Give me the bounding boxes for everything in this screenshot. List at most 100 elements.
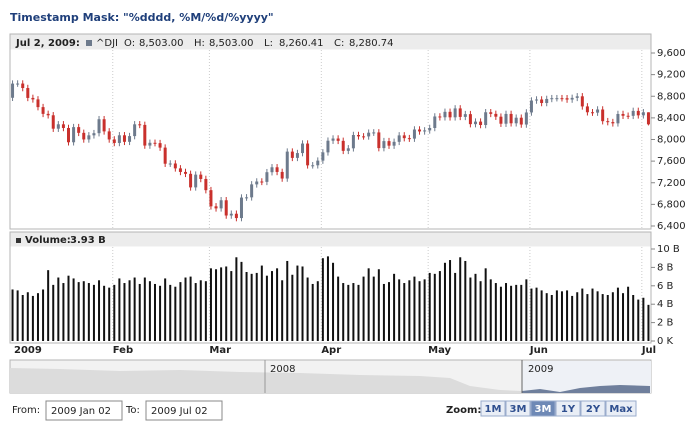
volume-bar	[31, 295, 34, 341]
volume-bar	[47, 270, 50, 341]
candle-body	[616, 113, 620, 124]
volume-bar	[408, 280, 411, 341]
volume-bar	[616, 287, 619, 341]
candle-body	[560, 98, 564, 100]
candle-body	[51, 115, 55, 129]
from-label: From:	[12, 405, 40, 416]
header-field-label: O:	[124, 38, 135, 49]
candle-body	[529, 100, 533, 113]
candle-body	[356, 135, 360, 137]
candle-body	[255, 181, 259, 185]
candle-body	[122, 135, 126, 142]
volume-bar	[321, 258, 324, 341]
volume-bar	[159, 285, 162, 341]
volume-tick-label: 0 K	[657, 336, 674, 347]
candle-body	[229, 213, 233, 216]
volume-bar	[281, 280, 284, 341]
to-input[interactable]	[145, 400, 223, 421]
volume-bar	[77, 282, 80, 341]
zoom-button[interactable]	[530, 400, 556, 417]
header-field-label: C:	[334, 38, 344, 49]
volume-bar	[443, 262, 446, 341]
y-tick-label: 7,600	[657, 156, 686, 167]
candle-body	[443, 111, 447, 118]
volume-bar	[403, 283, 406, 341]
candle-body	[72, 127, 76, 143]
volume-bar	[642, 297, 645, 341]
volume-bar	[87, 283, 90, 341]
candle-body	[448, 111, 452, 118]
candle-body	[570, 97, 574, 100]
volume-bar	[510, 285, 513, 341]
volume-bar	[494, 283, 497, 341]
zoom-button[interactable]	[505, 400, 531, 417]
volume-bar	[276, 268, 279, 341]
candle-body	[290, 151, 294, 158]
candle-body	[31, 97, 35, 100]
volume-bar	[92, 284, 95, 341]
zoom-button[interactable]	[580, 400, 606, 417]
volume-bar	[36, 293, 39, 341]
candle-body	[646, 112, 650, 125]
volume-bar	[530, 288, 533, 341]
zoom-button-label: 3M	[535, 404, 552, 415]
candle-body	[484, 112, 488, 126]
volume-bar	[311, 283, 314, 341]
volume-bar	[270, 271, 273, 341]
volume-bar	[164, 278, 167, 341]
series-name: ^DJI	[96, 38, 118, 49]
candle-body	[326, 140, 330, 153]
volume-bar	[647, 304, 650, 341]
zoom-button[interactable]	[555, 400, 581, 417]
volume-bar	[123, 283, 126, 341]
candle-body	[214, 206, 218, 209]
candle-body	[46, 113, 50, 116]
volume-frame	[9, 231, 652, 344]
volume-bar	[250, 273, 253, 341]
volume-bar	[581, 288, 584, 341]
zoom-button[interactable]	[605, 400, 637, 417]
candle-body	[219, 200, 223, 209]
candle-body	[341, 140, 345, 151]
candle-body	[463, 114, 467, 117]
zoom-button[interactable]	[480, 400, 506, 417]
volume-bar	[143, 277, 146, 341]
candle-body	[606, 121, 610, 123]
candle-body	[555, 98, 559, 100]
volume-bar	[174, 286, 177, 341]
candle-body	[351, 135, 355, 149]
candle-body	[504, 113, 508, 124]
from-input[interactable]	[45, 400, 123, 421]
volume-bar	[113, 284, 116, 341]
candle-body	[21, 83, 25, 89]
candle-body	[336, 138, 340, 141]
volume-bar	[286, 260, 289, 341]
candle-body	[138, 124, 142, 126]
volume-bar	[26, 292, 29, 341]
volume-bar	[128, 280, 131, 341]
volume-bar	[306, 277, 309, 341]
candle-body	[377, 132, 381, 149]
candle-body	[158, 143, 162, 148]
price-frame	[9, 33, 652, 230]
candle-body	[331, 138, 335, 141]
volume-bar	[393, 273, 396, 341]
volume-bar	[438, 271, 441, 341]
volume-bar	[42, 289, 45, 341]
volume-bar	[169, 284, 172, 341]
zoom-button-label: 2Y	[586, 404, 601, 415]
volume-bar	[459, 257, 462, 341]
x-tick-label: May	[428, 345, 451, 356]
candle-body	[346, 148, 350, 151]
volume-bar	[245, 272, 248, 341]
volume-tick-label: 6 B	[657, 281, 674, 292]
y-tick-label: 6,400	[657, 221, 686, 232]
volume-bar	[342, 283, 345, 341]
candle-body	[575, 96, 579, 98]
volume-bar	[550, 295, 553, 341]
candle-body	[565, 98, 569, 100]
candle-body	[133, 124, 137, 137]
candle-body	[423, 130, 427, 132]
candle-body	[270, 167, 274, 173]
candle-body	[224, 200, 228, 216]
